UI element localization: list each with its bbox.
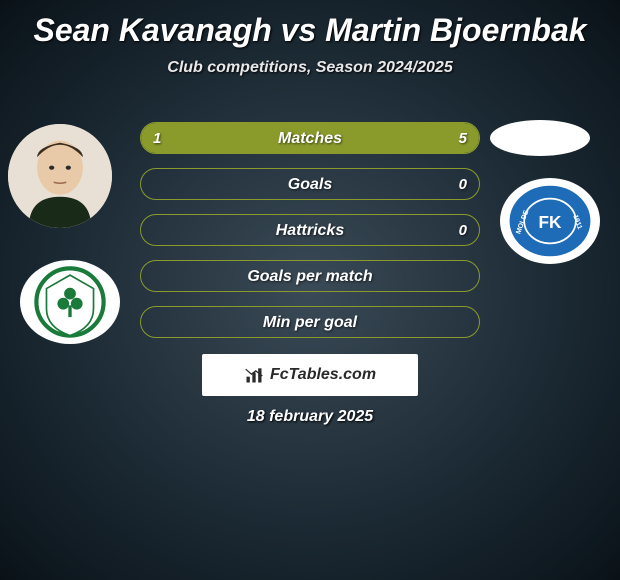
stat-row: 15Matches bbox=[140, 122, 480, 154]
stat-row: Goals per match bbox=[140, 260, 480, 292]
comparison-card: Sean Kavanagh vs Martin Bjoernbak Club c… bbox=[0, 0, 620, 580]
stat-label: Goals per match bbox=[141, 261, 479, 292]
player1-avatar bbox=[8, 124, 112, 228]
stat-row: 0Goals bbox=[140, 168, 480, 200]
stat-row: Min per goal bbox=[140, 306, 480, 338]
brand-label: FcTables.com bbox=[270, 366, 376, 384]
stat-label: Matches bbox=[141, 123, 479, 154]
player2-club-crest: FK MOLDE 1911 bbox=[500, 178, 600, 264]
date-label: 18 february 2025 bbox=[0, 408, 620, 426]
player1-club-crest bbox=[20, 260, 120, 344]
stat-label: Hattricks bbox=[141, 215, 479, 246]
stat-rows: 15Matches 0Goals 0Hattricks Goals per match… bbox=[140, 122, 480, 352]
player1-face-icon bbox=[8, 124, 112, 228]
molde-crest-icon: FK MOLDE 1911 bbox=[500, 178, 600, 264]
player2-avatar bbox=[490, 120, 590, 156]
brand-badge[interactable]: FcTables.com bbox=[202, 354, 418, 396]
svg-text:FK: FK bbox=[539, 212, 562, 232]
bar-chart-icon bbox=[244, 365, 264, 385]
stat-label: Min per goal bbox=[141, 307, 479, 338]
stat-label: Goals bbox=[141, 169, 479, 200]
page-title: Sean Kavanagh vs Martin Bjoernbak bbox=[0, 0, 620, 49]
stat-row: 0Hattricks bbox=[140, 214, 480, 246]
shamrock-crest-icon bbox=[20, 260, 120, 344]
page-subtitle: Club competitions, Season 2024/2025 bbox=[0, 59, 620, 77]
